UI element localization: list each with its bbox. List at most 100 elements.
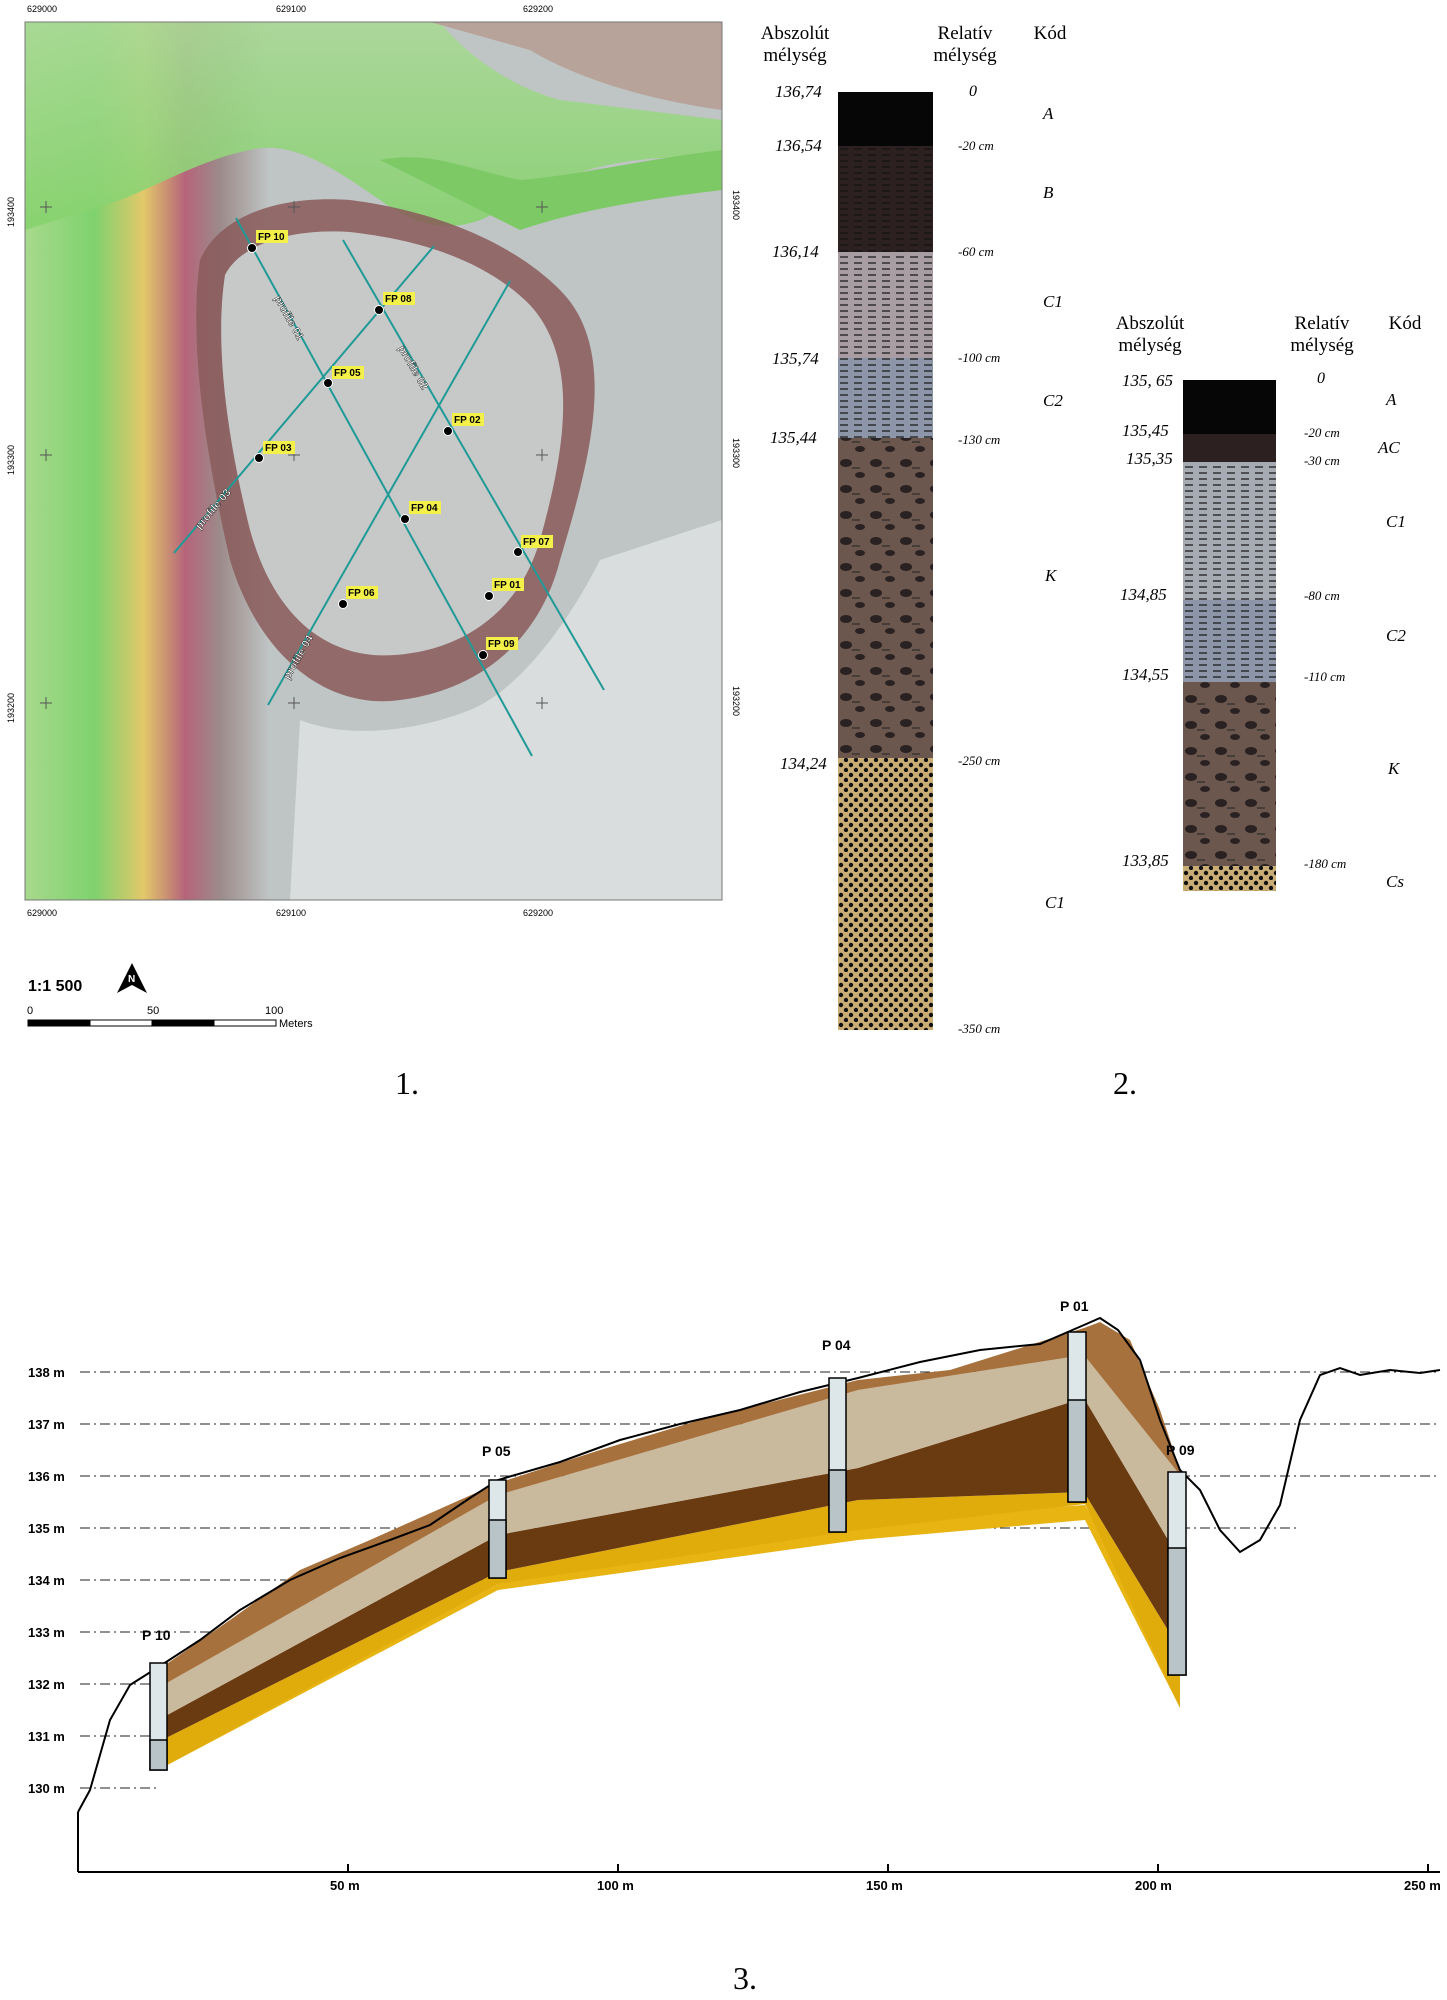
y-label-138: 138 m — [28, 1365, 65, 1380]
y-label-130: 130 m — [28, 1781, 65, 1796]
core1-abs-depth-0: 136,74 — [775, 82, 822, 101]
core2-header-abs: Abszolút mélység — [1115, 313, 1185, 356]
y-label-137: 137 m — [28, 1417, 65, 1432]
core1-abs-depth-3: 135,74 — [772, 349, 819, 368]
core1-rel-depth-6: -350 cm — [958, 1021, 1001, 1036]
core1-abs-depth-1: 136,54 — [775, 136, 822, 155]
core2-code-2: C1 — [1386, 512, 1406, 531]
x-label-100: 100 m — [597, 1878, 634, 1893]
label-fp07: FP 07 — [523, 537, 550, 548]
label-fp05: FP 05 — [334, 368, 361, 379]
north-arrow-icon: N — [117, 963, 147, 993]
core1-rel-depth-2: -60 cm — [958, 244, 994, 259]
coord-right-2: 193300 — [731, 438, 740, 468]
coord-left-2: 193300 — [6, 445, 16, 475]
point-fp02 — [443, 426, 453, 436]
borehole-label-p05: P 05 — [482, 1443, 511, 1459]
core2-abs-depth-4: 134,55 — [1122, 665, 1169, 684]
core2-code-4: K — [1388, 759, 1400, 778]
coord-top-1: 629000 — [27, 4, 57, 14]
scalebar-tick-100: 100 — [265, 1005, 283, 1017]
core2-abs-depth-0: 135, 65 — [1122, 371, 1173, 390]
core2-abs-depth-1: 135,45 — [1122, 421, 1169, 440]
point-fp04 — [400, 514, 410, 524]
coord-left-3: 193200 — [6, 693, 16, 723]
scale-ratio: 1:1 500 — [28, 978, 82, 995]
core1-code-1: B — [1043, 183, 1054, 202]
core1-code-2: C1 — [1043, 292, 1063, 311]
svg-text:N: N — [128, 974, 135, 985]
coord-top-2: 629100 — [276, 4, 306, 14]
point-fp03 — [254, 453, 264, 463]
x-label-200: 200 m — [1135, 1878, 1172, 1893]
coord-top-3: 629200 — [523, 4, 553, 14]
core2-abs-depth-5: 133,85 — [1122, 851, 1169, 870]
borehole-columns — [149, 1331, 1187, 1771]
core1-abs-depth-5: 134,24 — [780, 754, 827, 773]
point-fp10 — [247, 243, 257, 253]
borehole-label-p09: P 09 — [1166, 1442, 1195, 1458]
coord-right-3: 193200 — [731, 686, 740, 716]
label-fp08: FP 08 — [385, 294, 412, 305]
core2-code-1: AC — [1378, 438, 1400, 457]
x-label-150: 150 m — [866, 1878, 903, 1893]
core1-rel-depth-3: -100 cm — [958, 350, 1001, 365]
core2-code-5: Cs — [1386, 872, 1404, 891]
x-label-50: 50 m — [330, 1878, 360, 1893]
scalebar — [27, 1019, 277, 1027]
layer-dark-brown — [158, 1398, 1180, 1742]
core1-abs-depth-4: 135,44 — [770, 428, 817, 447]
site-map-svg: FP 10 FP 08 FP 05 FP 02 FP 03 FP 04 FP 0… — [6, 4, 741, 1030]
core2-header-rel: Relatív mélység — [1290, 313, 1354, 356]
core2-code-3: C2 — [1386, 626, 1406, 645]
core2-column — [1183, 380, 1276, 891]
core1-rel-depth-5: -250 cm — [958, 753, 1001, 768]
y-label-135: 135 m — [28, 1521, 65, 1536]
scalebar-unit: Meters — [279, 1018, 313, 1030]
core2-rel-depth-1: -20 cm — [1304, 425, 1340, 440]
core1-header-code: Kód — [1033, 23, 1067, 44]
borehole-label-p04: P 04 — [822, 1337, 851, 1353]
label-fp06: FP 06 — [348, 588, 375, 599]
label-fp09: FP 09 — [488, 639, 515, 650]
coord-right-1: 193400 — [731, 190, 740, 220]
profile-line-01 — [235, 217, 533, 757]
borehole-label-p10: P 10 — [142, 1627, 171, 1643]
scalebar-tick-50: 50 — [147, 1005, 159, 1017]
y-label-134: 134 m — [28, 1573, 65, 1588]
core1-header-rel: Relatív mélység — [933, 23, 997, 66]
label-fp04: FP 04 — [411, 503, 438, 514]
point-fp09 — [478, 650, 488, 660]
label-fp02: FP 02 — [454, 415, 481, 426]
profile-line-02 — [342, 239, 605, 691]
core2-abs-depth-3: 134,85 — [1120, 585, 1167, 604]
core1-rel-depth-1: -20 cm — [958, 138, 994, 153]
coord-bottom-1: 629000 — [27, 908, 57, 918]
core1-code-4: K — [1045, 566, 1057, 585]
y-label-133: 133 m — [28, 1625, 65, 1640]
y-label-132: 132 m — [28, 1677, 65, 1692]
site-map-figure: FP 10 FP 08 FP 05 FP 02 FP 03 FP 04 FP 0… — [0, 0, 741, 1040]
core2-abs-depth-2: 135,35 — [1126, 449, 1173, 468]
core1-code-0: A — [1043, 104, 1054, 123]
core1-code-3: C2 — [1043, 391, 1063, 410]
core1-code-5: C1 — [1045, 893, 1065, 912]
label-fp10: FP 10 — [258, 232, 285, 243]
point-fp06 — [338, 599, 348, 609]
core1-rel-depth-4: -130 cm — [958, 432, 1001, 447]
label-fp01: FP 01 — [494, 580, 521, 591]
core1-rel-depth-0: 0 — [969, 83, 977, 100]
coord-bottom-2: 629100 — [276, 908, 306, 918]
x-label-250: 250 m — [1404, 1878, 1441, 1893]
borehole-label-p01: P 01 — [1060, 1298, 1089, 1314]
point-fp08 — [374, 305, 384, 315]
figure-1-number: 1. — [395, 1065, 419, 1101]
y-label-136: 136 m — [28, 1469, 65, 1484]
core2-rel-depth-0: 0 — [1317, 370, 1325, 387]
core1-abs-depth-2: 136,14 — [772, 242, 819, 261]
core2-rel-depth-4: -110 cm — [1304, 669, 1346, 684]
scalebar-tick-0: 0 — [27, 1005, 33, 1017]
layer-beige — [158, 1355, 1180, 1720]
core2-header-code: Kód — [1388, 313, 1422, 334]
profile-line-04 — [267, 280, 511, 706]
